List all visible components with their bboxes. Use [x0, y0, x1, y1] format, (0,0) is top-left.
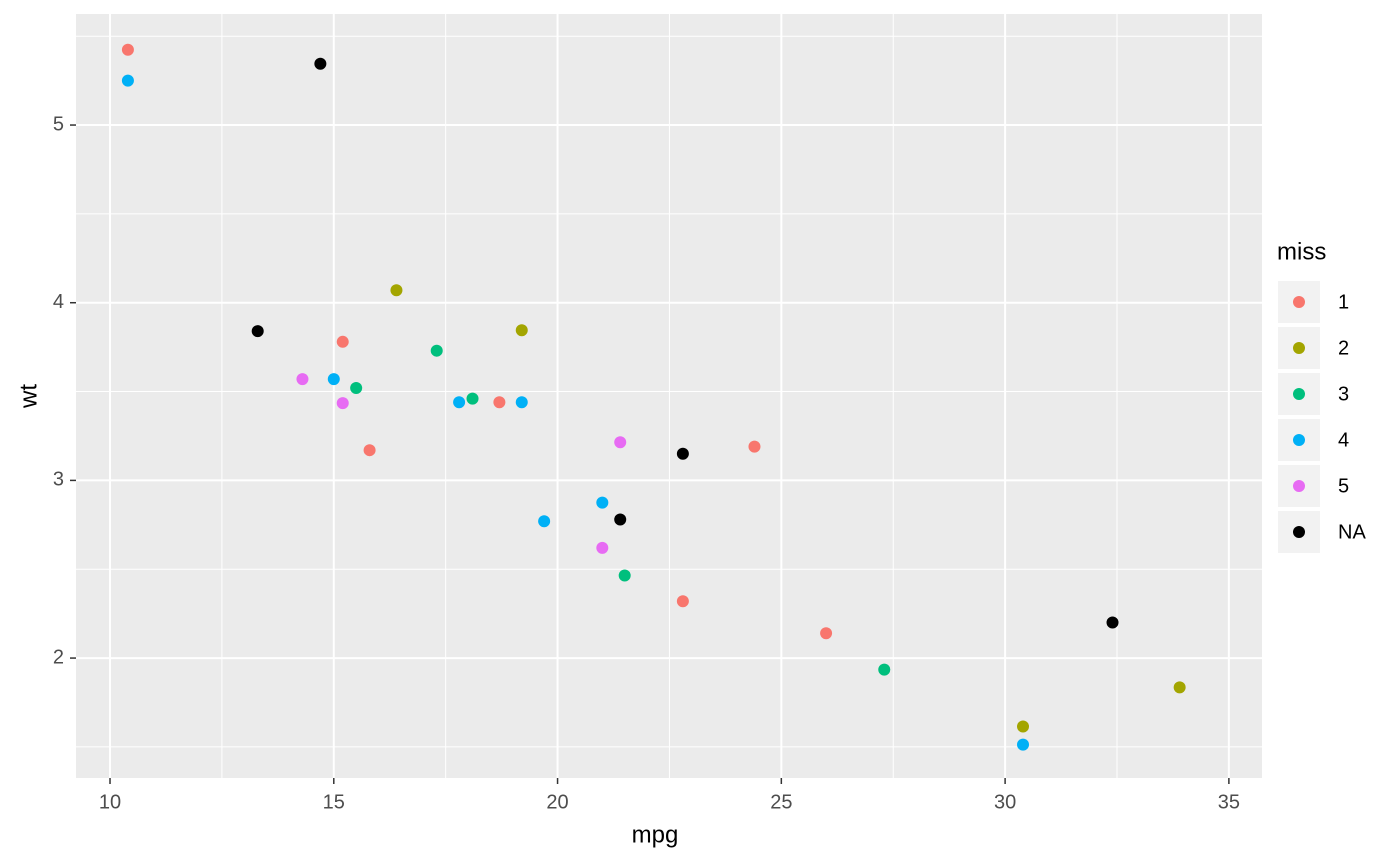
- legend-symbol: [1293, 526, 1305, 538]
- point: [515, 396, 528, 409]
- point: [614, 436, 627, 449]
- point: [466, 392, 479, 405]
- y-tick-label: 4: [53, 291, 64, 313]
- x-tick-label: 30: [994, 791, 1016, 813]
- x-tick-label: 25: [770, 791, 792, 813]
- x-axis-title: mpg: [632, 821, 679, 848]
- point: [1017, 720, 1030, 733]
- point: [538, 515, 551, 528]
- legend-label: 2: [1338, 337, 1349, 359]
- point: [336, 397, 349, 410]
- point: [314, 57, 327, 70]
- point: [878, 663, 891, 676]
- legend-symbol: [1293, 296, 1305, 308]
- point: [596, 541, 609, 554]
- point: [493, 396, 506, 409]
- legend-symbol: [1293, 434, 1305, 446]
- y-axis-title: wt: [15, 384, 42, 409]
- point: [251, 325, 264, 338]
- legend-symbol: [1293, 480, 1305, 492]
- point: [676, 595, 689, 608]
- legend-label: 3: [1338, 383, 1349, 405]
- point: [390, 284, 403, 297]
- point: [1106, 616, 1119, 629]
- legend-label: 5: [1338, 475, 1349, 497]
- legend-symbol: [1293, 388, 1305, 400]
- point: [748, 440, 761, 453]
- point: [121, 43, 134, 56]
- legend-label: NA: [1338, 521, 1366, 543]
- x-tick-label: 20: [546, 791, 568, 813]
- point: [618, 569, 631, 582]
- legend-label: 1: [1338, 291, 1349, 313]
- point: [363, 444, 376, 457]
- legend-label: 4: [1338, 429, 1349, 451]
- point: [515, 324, 528, 337]
- point: [1173, 681, 1186, 694]
- point: [121, 74, 134, 87]
- y-tick-label: 2: [53, 646, 64, 668]
- x-tick-label: 15: [323, 791, 345, 813]
- point: [614, 513, 627, 526]
- y-tick-label: 3: [53, 469, 64, 491]
- point: [327, 373, 340, 386]
- point: [820, 627, 833, 640]
- y-tick-label: 5: [53, 113, 64, 135]
- x-tick-label: 10: [99, 791, 121, 813]
- point: [676, 447, 689, 460]
- legend-symbol: [1293, 342, 1305, 354]
- point: [430, 344, 443, 357]
- legend-title: miss: [1277, 238, 1326, 265]
- point: [1017, 738, 1030, 751]
- point: [350, 382, 363, 395]
- point: [336, 335, 349, 348]
- point: [596, 496, 609, 509]
- point: [453, 396, 466, 409]
- point: [296, 373, 309, 386]
- x-tick-label: 35: [1218, 791, 1240, 813]
